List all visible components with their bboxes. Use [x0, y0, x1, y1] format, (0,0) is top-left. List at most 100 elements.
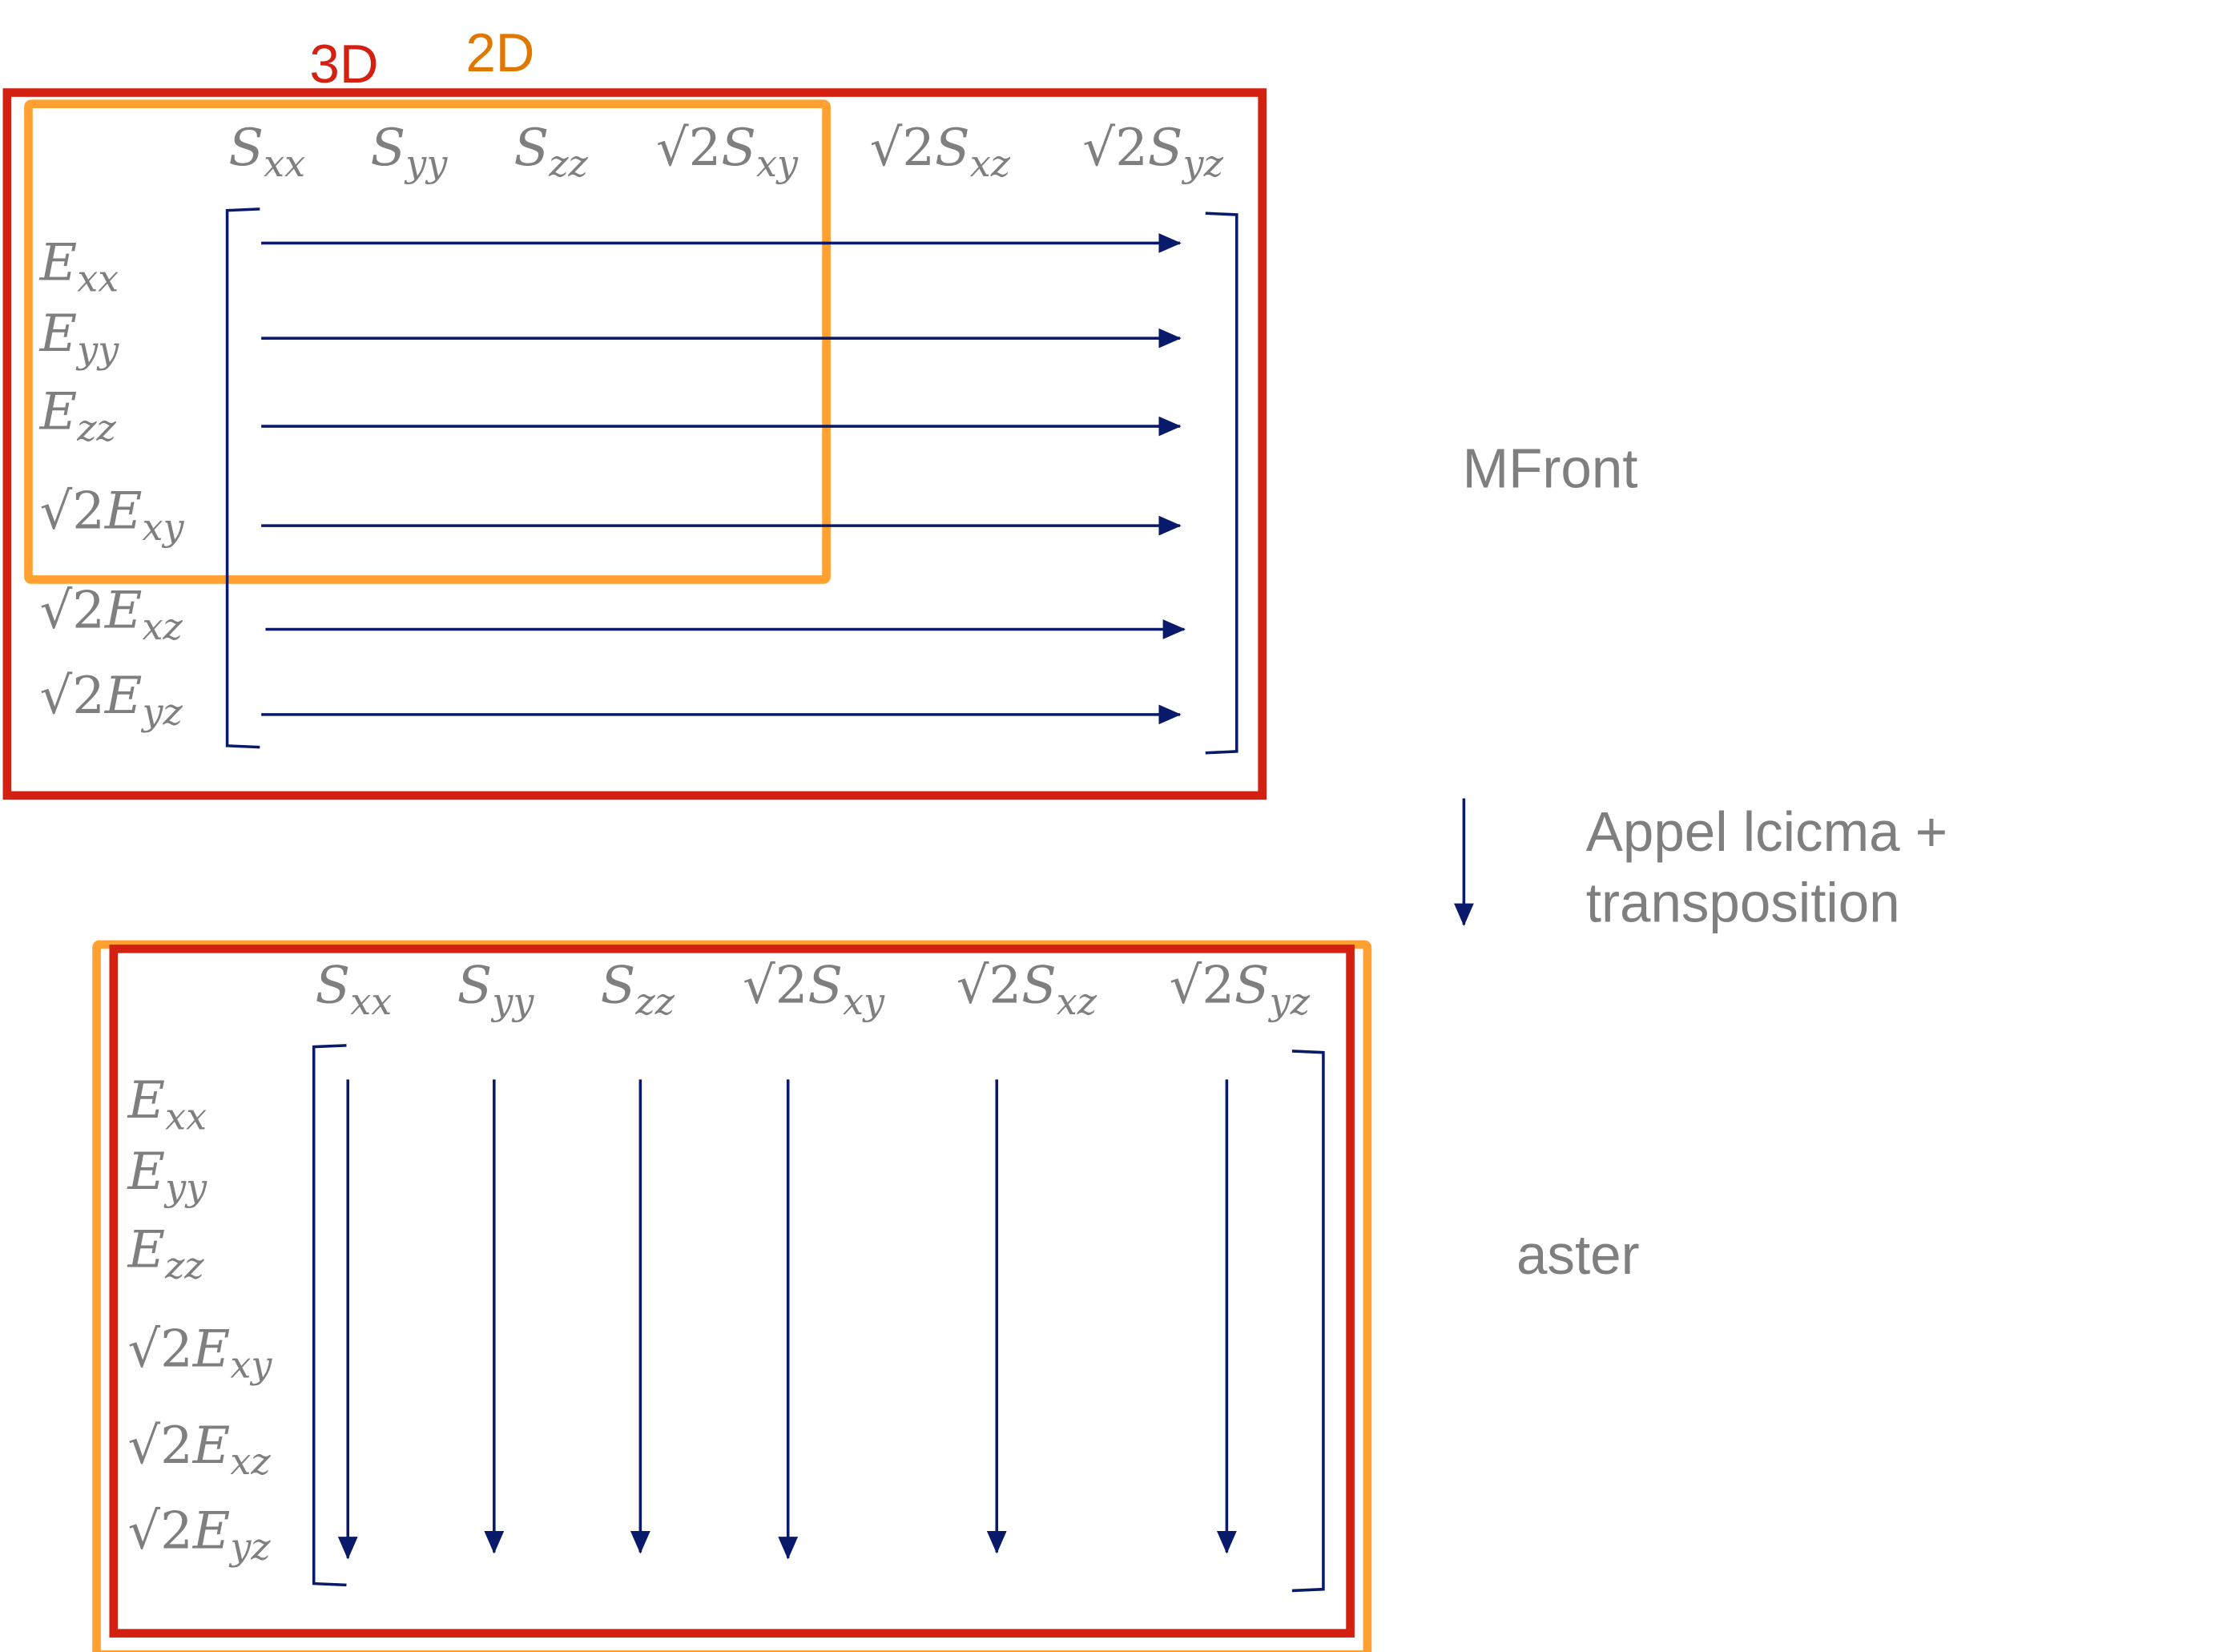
- label-prefix: √2: [1083, 119, 1148, 178]
- aster-label: aster: [1516, 1223, 1640, 1286]
- label-prefix: √2: [128, 1501, 193, 1561]
- label-base: E: [192, 1501, 231, 1561]
- label-sub: yz: [1182, 142, 1224, 185]
- label-sub: xz: [142, 605, 183, 648]
- column-header: Syy: [457, 957, 535, 1023]
- top-matrix-mfront: Sxx Syy Szz √2Sxy √2Sxz √2SyzExxEyyEzz√2Exy√2…: [2, 88, 1267, 800]
- tag-2d: 2D: [465, 23, 534, 83]
- label-base: S: [514, 119, 550, 178]
- 2d-frame: [92, 940, 1372, 1652]
- column-header: Sxx: [315, 957, 392, 1023]
- row-header: Ezz: [39, 383, 117, 449]
- label-sub: yy: [404, 142, 448, 185]
- right-bracket: [1291, 1050, 1325, 1593]
- label-sub: yz: [140, 690, 183, 733]
- row-header: √2Exz: [128, 1416, 272, 1483]
- label-sub: xz: [230, 1440, 271, 1483]
- label-base: E: [104, 582, 143, 641]
- column-header: √2Syz: [1170, 957, 1311, 1023]
- label-prefix: √2: [956, 957, 1021, 1016]
- mfront-label: MFront: [1463, 437, 1638, 499]
- left-bracket: [312, 1044, 347, 1587]
- label-base: S: [228, 119, 264, 178]
- label-base: E: [104, 667, 143, 726]
- row-header: Ezz: [127, 1220, 205, 1287]
- transition-line-1: Appel lcicma +: [1586, 800, 1947, 863]
- label-base: S: [807, 957, 843, 1016]
- label-sub: zz: [76, 406, 116, 449]
- label-prefix: √2: [656, 119, 721, 178]
- row-header: Exx: [127, 1071, 207, 1138]
- label-base: S: [1234, 957, 1270, 1016]
- label-base: S: [935, 119, 970, 178]
- row-header: √2Exy: [40, 482, 185, 549]
- label-prefix: √2: [128, 1416, 193, 1476]
- label-base: E: [192, 1320, 231, 1379]
- row-header: √2Eyz: [40, 667, 183, 733]
- label-base: S: [457, 957, 493, 1016]
- column-header: Szz: [514, 119, 589, 185]
- column-header: Syy: [371, 119, 449, 185]
- label-sub: zz: [164, 1244, 204, 1287]
- label-sub: yz: [1268, 980, 1311, 1023]
- row-header: Eyy: [127, 1142, 208, 1209]
- 3d-frame: [109, 944, 1355, 1638]
- right-bracket: [1205, 212, 1238, 755]
- 2d-frame: [24, 99, 831, 584]
- label-sub: xz: [1057, 980, 1097, 1023]
- column-header: √2Sxy: [656, 119, 799, 185]
- label-base: E: [39, 304, 78, 364]
- label-base: E: [104, 482, 143, 542]
- label-prefix: √2: [40, 582, 105, 641]
- label-sub: yy: [490, 980, 534, 1023]
- label-prefix: √2: [743, 957, 807, 1016]
- row-header: √2Exy: [128, 1320, 273, 1386]
- column-header: √2Sxz: [956, 957, 1097, 1023]
- label-sub: xx: [77, 257, 119, 300]
- transition-line-2: transposition: [1586, 872, 1900, 934]
- label-base: E: [192, 1416, 231, 1476]
- label-sub: xy: [843, 980, 885, 1023]
- label-sub: yz: [228, 1525, 271, 1568]
- label-base: S: [1021, 957, 1057, 1016]
- left-bracket: [225, 208, 260, 749]
- label-base: E: [127, 1071, 166, 1130]
- label-base: E: [39, 383, 78, 442]
- label-prefix: √2: [40, 482, 105, 542]
- label-sub: xx: [165, 1094, 207, 1138]
- column-header: √2Syz: [1083, 119, 1224, 185]
- label-base: E: [127, 1220, 166, 1279]
- label-sub: zz: [634, 980, 675, 1023]
- label-base: E: [127, 1142, 166, 1202]
- row-header: √2Exz: [40, 582, 183, 648]
- label-base: S: [721, 119, 756, 178]
- label-sub: xy: [142, 506, 184, 549]
- label-base: S: [601, 957, 636, 1016]
- label-base: S: [315, 957, 350, 1016]
- label-sub: yy: [163, 1166, 207, 1209]
- column-header: Sxx: [228, 119, 305, 185]
- label-sub: xz: [970, 142, 1011, 185]
- label-sub: zz: [548, 142, 588, 185]
- column-header: √2Sxz: [870, 119, 1011, 185]
- label-sub: xy: [756, 142, 799, 185]
- label-base: S: [1148, 119, 1183, 178]
- row-header: √2Eyz: [128, 1501, 272, 1568]
- row-header: Exx: [39, 233, 119, 300]
- label-sub: xx: [264, 142, 305, 185]
- label-base: S: [371, 119, 406, 178]
- label-prefix: √2: [870, 119, 935, 178]
- label-prefix: √2: [40, 667, 105, 726]
- column-header: √2Sxy: [743, 957, 885, 1023]
- bottom-matrix-aster: Sxx Syy Szz √2Sxy √2Sxz √2SyzExxEyyEzz√2Exy√2…: [92, 940, 1372, 1652]
- row-header: Eyy: [39, 304, 120, 371]
- 3d-frame: [2, 88, 1267, 800]
- label-base: E: [39, 233, 78, 292]
- label-prefix: √2: [1170, 957, 1234, 1016]
- label-prefix: √2: [128, 1320, 193, 1379]
- label-sub: xy: [230, 1344, 272, 1387]
- column-header: Szz: [601, 957, 675, 1023]
- label-sub: xx: [350, 980, 392, 1023]
- label-sub: yy: [75, 328, 119, 371]
